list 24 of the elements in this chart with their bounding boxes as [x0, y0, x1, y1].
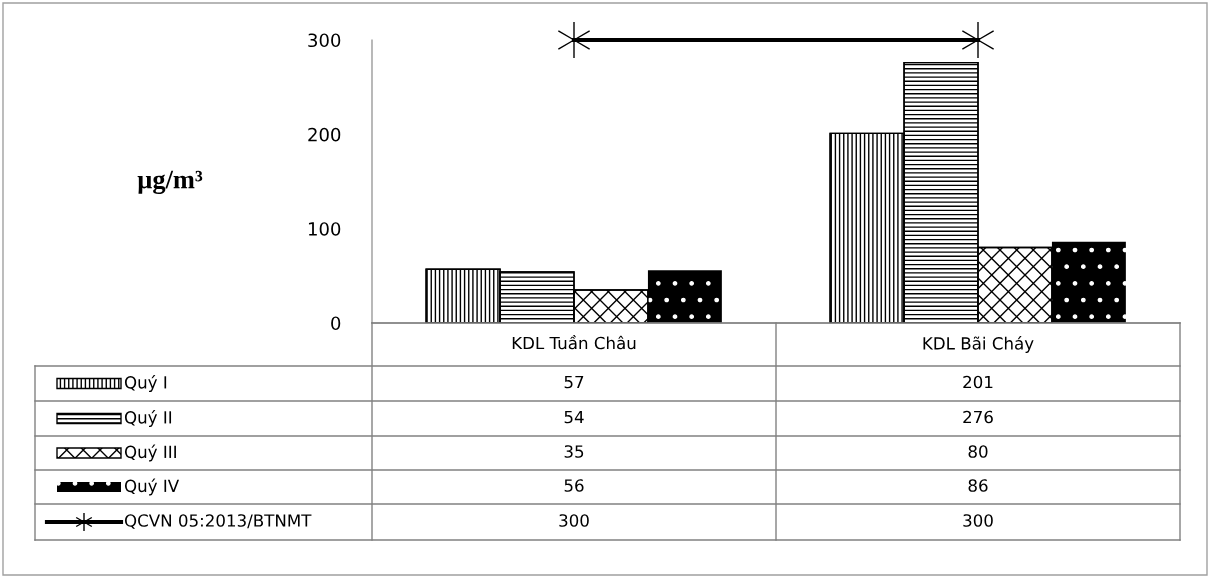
bar [1051, 241, 1126, 323]
x-tick-label: KDL Tuần Châu [512, 335, 636, 350]
legend-label: Quý IV [124, 478, 180, 496]
data-label: 276 [963, 410, 993, 424]
y-tick-label: 100 [308, 222, 341, 236]
y-tick-label: 300 [308, 33, 341, 48]
data-label: 35 [564, 445, 584, 458]
data-label: 86 [968, 479, 988, 492]
legend-label: Quý III [124, 444, 176, 462]
data-label: 300 [559, 514, 589, 527]
legend-label: QCVN 05:2013/BTNMT [124, 514, 312, 529]
x-tick-label: KDL Bãi Cháy [923, 336, 1034, 353]
legend-label: Quý I [124, 375, 167, 392]
data-label: 80 [968, 445, 988, 458]
y-tick-label: 200 [308, 127, 341, 142]
data-label: 54 [564, 410, 584, 424]
legend-label: Quý II [124, 410, 172, 427]
y-axis-title: µg/m³ [137, 170, 203, 194]
bar [647, 270, 722, 323]
y-tick-label: 0 [331, 316, 341, 331]
data-label: 56 [564, 479, 584, 492]
data-label: 300 [963, 514, 993, 527]
data-label: 201 [963, 375, 993, 389]
data-label: 57 [564, 375, 584, 389]
